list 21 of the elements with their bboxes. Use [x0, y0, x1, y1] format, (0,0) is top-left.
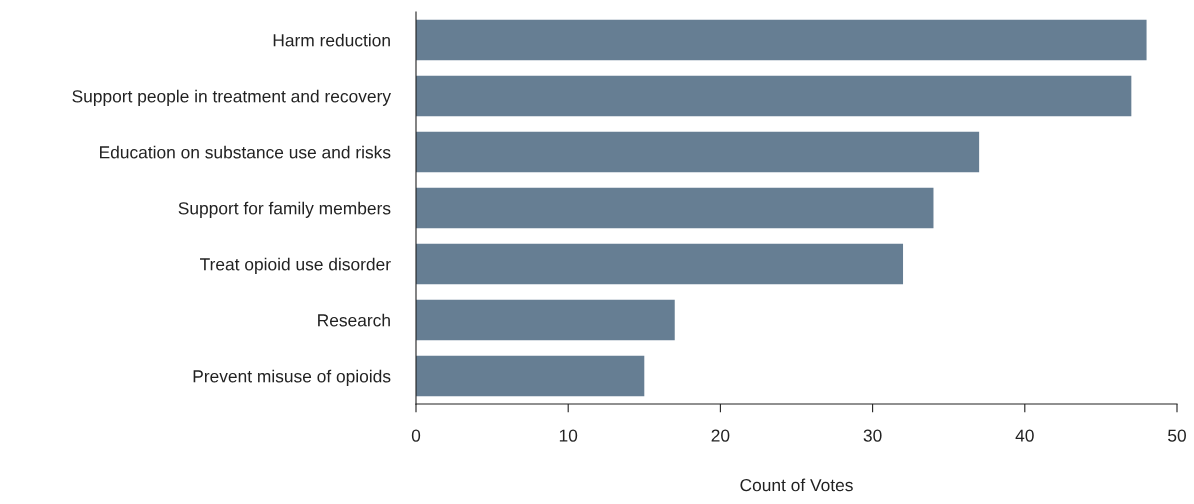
bar: [416, 299, 675, 341]
bar: [416, 355, 645, 397]
y-tick-label: Support for family members: [178, 201, 391, 218]
bar: [416, 243, 904, 285]
bar: [416, 19, 1147, 61]
y-tick-label: Research: [318, 313, 390, 327]
y-tick-label: Treat opioid use disorder: [200, 257, 391, 274]
x-tick-label: 40: [1015, 429, 1034, 442]
y-tick-label: Harm reduction: [273, 33, 390, 47]
y-tick-label: Prevent misuse of opioids: [193, 369, 391, 386]
x-tick-label: 20: [711, 429, 730, 442]
bar: [416, 187, 934, 229]
y-tick-label: Education on substance use and risks: [100, 145, 391, 159]
x-tick-label: 10: [559, 429, 578, 442]
x-tick-label: 50: [1168, 429, 1186, 442]
x-tick-label: 0: [411, 429, 421, 442]
bar: [416, 75, 1132, 117]
y-tick-label: Support people in treatment and recovery: [72, 89, 391, 106]
bar: [416, 131, 980, 173]
x-axis-title: Count of Votes: [740, 478, 853, 492]
x-tick-label: 30: [863, 429, 882, 442]
